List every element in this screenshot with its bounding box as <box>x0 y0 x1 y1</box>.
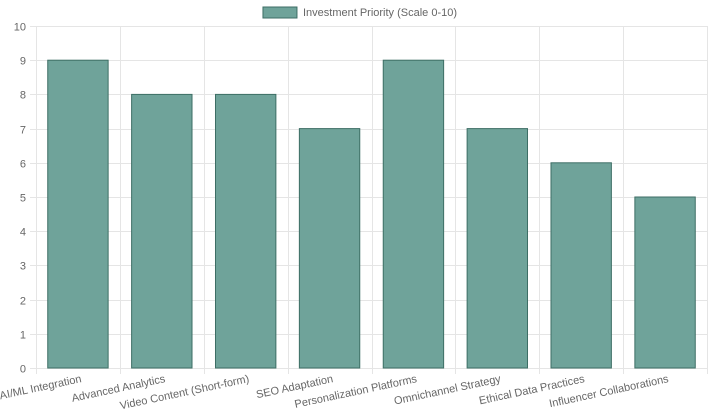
x-tick-label: AI/ML Integration <box>0 373 83 402</box>
bar[interactable] <box>466 128 529 369</box>
y-tick-label: 8 <box>20 90 26 102</box>
bar[interactable] <box>131 93 193 369</box>
y-tick-label: 9 <box>20 56 26 68</box>
y-tick-label: 2 <box>20 296 26 308</box>
legend[interactable]: Investment Priority (Scale 0-10) <box>262 6 457 19</box>
bar-series <box>47 59 696 369</box>
bar[interactable] <box>47 59 109 369</box>
legend-swatch[interactable] <box>262 6 298 19</box>
bar[interactable] <box>298 128 361 369</box>
bar[interactable] <box>382 59 445 369</box>
y-tick-label: 10 <box>14 22 26 34</box>
y-tick-label: 7 <box>20 125 26 137</box>
legend-label[interactable]: Investment Priority (Scale 0-10) <box>303 7 457 19</box>
y-tick-label: 0 <box>20 364 26 376</box>
bar[interactable] <box>550 162 612 369</box>
bar[interactable] <box>214 93 277 369</box>
bar[interactable] <box>634 196 696 369</box>
y-axis-ticks: 0 1 2 3 4 5 6 7 8 9 10 <box>14 22 26 376</box>
y-tick-label: 3 <box>20 261 26 273</box>
y-tick-label: 5 <box>20 193 26 205</box>
y-tick-label: 4 <box>20 227 26 239</box>
y-tick-label: 1 <box>20 330 26 342</box>
y-tick-label: 6 <box>20 159 26 171</box>
